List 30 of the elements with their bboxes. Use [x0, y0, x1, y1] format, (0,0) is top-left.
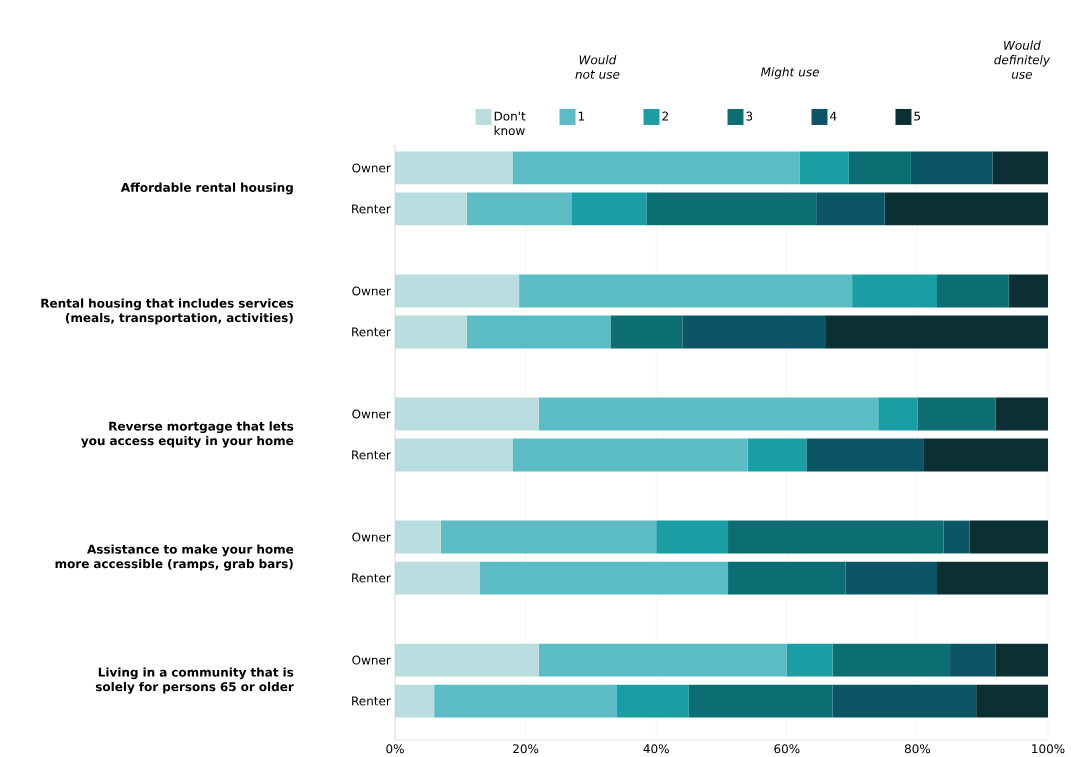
text: Rental housing that includes services (meals, transportation, activities) — [41, 298, 294, 325]
y-tick-label: Renter — [352, 573, 391, 583]
text: Assistance to make your home more accessible (ramps, grab bars) — [55, 544, 294, 571]
x-tick-label: 40% — [643, 744, 669, 754]
x-tick-label: 80% — [904, 744, 931, 754]
y-tick-label: Renter — [352, 327, 391, 337]
text: Would definitely use — [994, 40, 1051, 79]
x-tick-label: 0% — [386, 744, 404, 754]
text: Living in a community that is solely for persons 65 or older — [95, 667, 294, 694]
text: Would not use — [575, 55, 620, 79]
y-tick-label: Renter — [352, 696, 391, 706]
y-tick-label: Owner — [352, 532, 391, 542]
y-tick-label: Renter — [352, 204, 391, 214]
legend-label: 2 — [662, 111, 668, 121]
x-tick-label: 100% — [1032, 744, 1065, 754]
y-tick-label: Owner — [352, 655, 391, 665]
y-tick-label: Owner — [352, 286, 391, 296]
legend-label: 5 — [914, 111, 921, 121]
text: Reverse mortgage that lets you access equity in your home — [81, 421, 294, 448]
legend-label: 4 — [830, 111, 837, 121]
y-tick-label: Owner — [352, 409, 391, 419]
y-tick-label: Renter — [352, 450, 391, 460]
y-tick-label: Owner — [352, 163, 391, 173]
text: Affordable rental housing — [120, 182, 293, 195]
text: Might use — [760, 67, 819, 79]
x-tick-label: 60% — [774, 744, 800, 754]
legend-label: Don't know — [494, 111, 526, 136]
x-tick-label: 20% — [513, 744, 539, 754]
legend-label: 1 — [578, 111, 585, 121]
legend-label: 3 — [746, 111, 753, 121]
